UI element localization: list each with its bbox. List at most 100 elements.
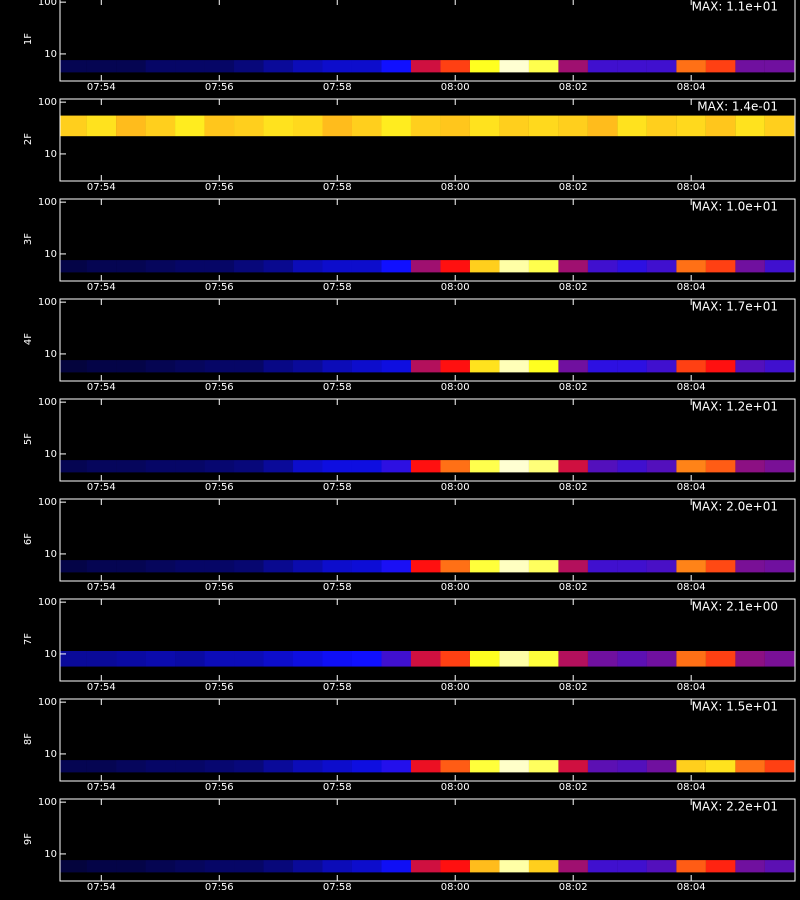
heat-cell [705,760,736,773]
heat-cell [204,360,235,373]
heat-cell [263,260,294,273]
heat-cell [528,560,559,573]
heat-cell [263,760,294,773]
heat-cell [646,260,677,273]
heat-cell [116,760,146,773]
heat-cell [617,115,647,137]
heat-cell [145,260,176,273]
heat-cell [293,360,323,373]
x-tick-label: 08:04 [677,882,706,893]
plot-background [60,99,795,181]
x-tick-label: 08:04 [677,482,706,493]
x-tick-label: 07:54 [87,582,116,593]
heat-cell [60,860,87,873]
y-axis-label: 1F [23,33,34,45]
heat-cell [116,115,146,137]
heat-cell [175,560,205,573]
x-tick-label: 07:56 [205,82,234,93]
heat-cell [587,460,618,473]
heat-cell [499,760,529,773]
heat-cell [469,260,500,273]
y-axis-label: 6F [23,533,34,545]
heat-cell [735,60,765,73]
y-tick-label: 100 [38,497,57,508]
heat-cell [528,260,559,273]
x-tick-label: 07:58 [323,682,352,693]
x-tick-label: 08:00 [441,582,470,593]
heat-cell [86,760,117,773]
heat-cell [175,860,205,873]
x-tick-label: 07:54 [87,82,116,93]
heat-cell [676,115,706,137]
heat-cell [617,760,647,773]
heat-cell [116,60,146,73]
heat-cell [145,760,176,773]
y-tick-label: 100 [38,797,57,808]
heat-cell [204,760,235,773]
heat-cell [322,360,352,373]
y-axis-label: 2F [23,133,34,145]
plot-frame [59,698,796,782]
heat-cell [145,650,176,667]
y-tick-label: 10 [44,149,57,160]
heat-cell [234,560,264,573]
heat-cell [204,60,235,73]
heat-cell [469,650,500,667]
heat-cell [60,560,87,573]
heat-cell [705,60,736,73]
heat-cell [86,260,117,273]
heat-cell [469,360,500,373]
heat-cell [116,650,146,667]
heat-cell [558,60,588,73]
heat-cell [263,115,294,137]
heat-cell [86,60,117,73]
heat-cell [440,260,470,273]
max-label: MAX: 1.1e+01 [692,0,778,14]
plot-frame [59,198,796,282]
plot-background [60,599,795,681]
heat-cell [60,760,87,773]
heat-cell [676,560,706,573]
heat-cell [145,860,176,873]
x-tick-label: 07:58 [323,882,352,893]
x-tick-label: 07:54 [87,482,116,493]
heat-cell [705,560,736,573]
x-tick-label: 08:00 [441,882,470,893]
heat-cell [469,860,500,873]
heat-cell [676,460,706,473]
y-axis-label: 4F [23,333,34,345]
heat-cell [410,260,441,273]
heat-cell [234,860,264,873]
heat-cell [263,460,294,473]
heat-cell [381,650,411,667]
heat-cell [381,560,411,573]
heat-cell [410,860,441,873]
x-tick-label: 08:00 [441,782,470,793]
heat-cell [705,360,736,373]
heat-cell [676,860,706,873]
heat-cell [145,460,176,473]
heat-cell [263,60,294,73]
heat-cell [646,360,677,373]
heat-cell [646,460,677,473]
x-tick-label: 08:02 [559,882,588,893]
y-tick-label: 10 [44,849,57,860]
heat-cell [410,460,441,473]
heat-cell [617,860,647,873]
heat-cell [646,115,677,137]
heat-cell [469,115,500,137]
heat-cell [617,60,647,73]
heat-cell [705,650,736,667]
heat-cell [587,560,618,573]
heat-cell [469,760,500,773]
heat-cell [469,460,500,473]
heat-cell [410,650,441,667]
heat-cell [293,860,323,873]
heat-cell [528,650,559,667]
y-tick-label: 10 [44,49,57,60]
heat-cell [322,760,352,773]
heat-cell [234,650,264,667]
heat-cell [558,860,588,873]
heat-cell [175,460,205,473]
